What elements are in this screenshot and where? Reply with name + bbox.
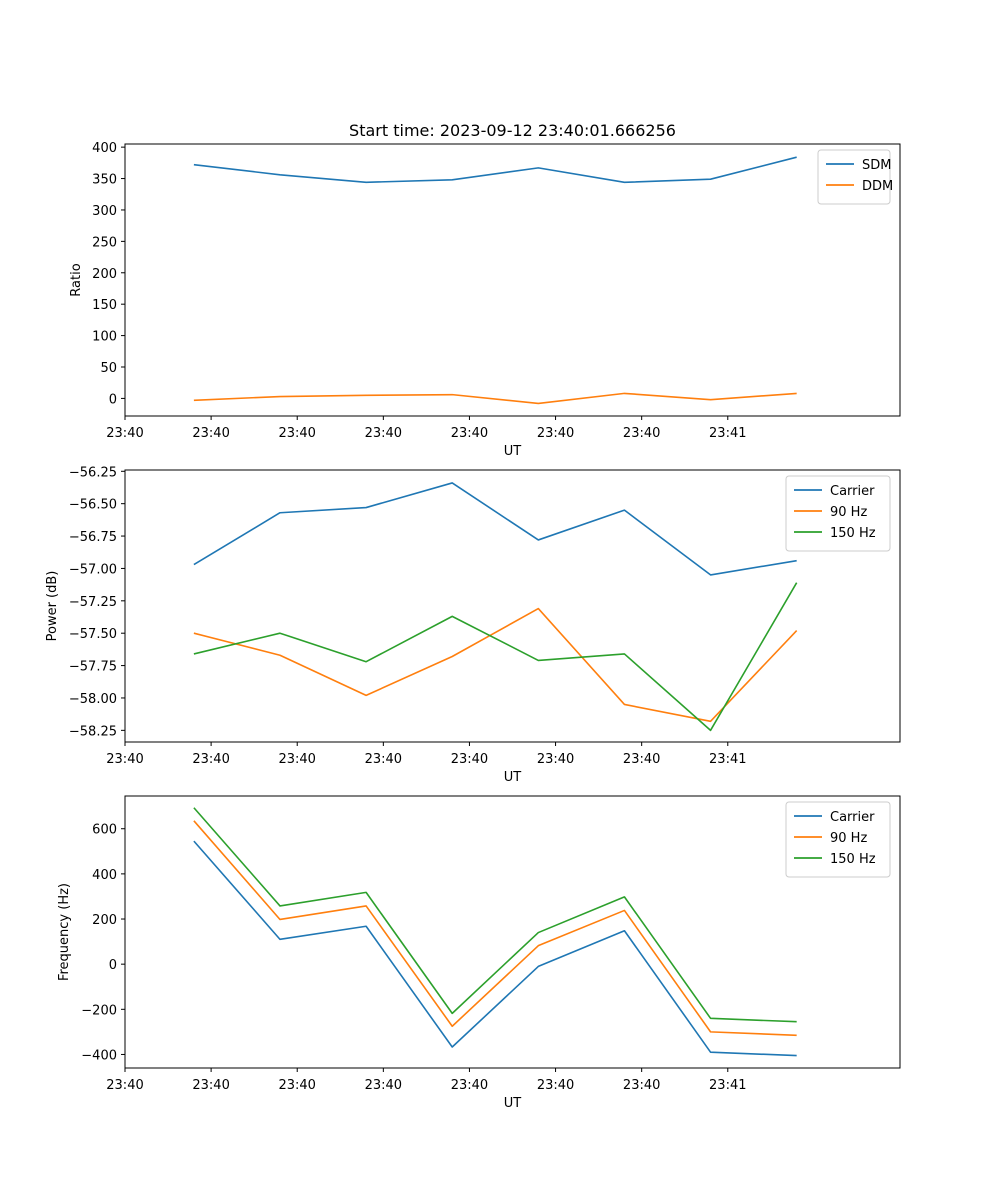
subplot-ratio: 23:40 23:40 23:40 23:40 23:40 23:40 23:40 23:41… bbox=[69, 141, 901, 459]
x-tick-label: 23:40 bbox=[451, 752, 488, 767]
y-tick-label: −57.00 bbox=[69, 562, 117, 577]
y-tick-label: 0 bbox=[109, 392, 117, 407]
y-tick-label: 100 bbox=[92, 330, 117, 345]
y-tick-label: 250 bbox=[92, 235, 117, 250]
x-tick-label: 23:40 bbox=[365, 752, 402, 767]
x-axis-label: UT bbox=[504, 1096, 522, 1111]
y-axis-label: Ratio bbox=[69, 263, 84, 296]
x-tick-label: 23:40 bbox=[192, 1078, 229, 1093]
y-tick-label: −57.25 bbox=[69, 595, 117, 610]
y-tick-label: −57.50 bbox=[69, 627, 117, 642]
y-tick-label: −200 bbox=[81, 1003, 117, 1018]
legend-entry: Carrier bbox=[830, 810, 875, 825]
x-tick-label: 23:40 bbox=[278, 752, 315, 767]
x-tick-label: 23:41 bbox=[709, 752, 746, 767]
legend-entry: SDM bbox=[862, 158, 891, 173]
y-tick-label: 400 bbox=[92, 141, 117, 156]
subplot-frequency: 23:40 23:40 23:40 23:40 23:40 23:40 23:40 23:41… bbox=[57, 795, 901, 1111]
y-tick-label: −56.25 bbox=[69, 465, 117, 480]
series-line-ddm bbox=[193, 392, 797, 405]
x-tick-label: 23:41 bbox=[709, 426, 746, 441]
x-tick-label: 23:40 bbox=[623, 1078, 660, 1093]
x-tick-label: 23:40 bbox=[451, 1078, 488, 1093]
y-tick-label: 350 bbox=[92, 173, 117, 188]
axes-frame bbox=[124, 469, 901, 743]
y-axis-label: Power (dB) bbox=[45, 571, 60, 642]
legend-entry: Carrier bbox=[830, 484, 875, 499]
legend-entry: DDM bbox=[862, 179, 893, 194]
figure-title: Start time: 2023-09-12 23:40:01.666256 bbox=[349, 121, 676, 140]
legend-entry: 90 Hz bbox=[830, 831, 867, 846]
x-tick-label: 23:41 bbox=[709, 1078, 746, 1093]
y-tick-label: 0 bbox=[109, 958, 117, 973]
y-tick-label: 300 bbox=[92, 204, 117, 219]
y-tick-label: −400 bbox=[81, 1048, 117, 1063]
x-tick-label: 23:40 bbox=[365, 426, 402, 441]
y-tick-label: 50 bbox=[100, 361, 117, 376]
x-tick-label: 23:40 bbox=[537, 1078, 574, 1093]
subplot-power: 23:40 23:40 23:40 23:40 23:40 23:40 23:40 23:41… bbox=[45, 465, 901, 785]
legend: Carrier 90 Hz 150 Hz bbox=[785, 475, 891, 552]
x-tick-label: 23:40 bbox=[623, 426, 660, 441]
x-tick-label: 23:40 bbox=[192, 752, 229, 767]
series-line-150-hz bbox=[193, 582, 798, 732]
legend-entry: 150 Hz bbox=[830, 852, 876, 867]
x-tick-label: 23:40 bbox=[106, 426, 143, 441]
x-tick-label: 23:40 bbox=[451, 426, 488, 441]
series-line-carrier bbox=[193, 840, 797, 1057]
axes-frame bbox=[124, 143, 901, 417]
series-line-90-hz bbox=[193, 607, 798, 723]
series-line-90-hz bbox=[193, 820, 797, 1037]
legend: SDM DDM bbox=[817, 149, 893, 205]
y-tick-label: −58.00 bbox=[69, 692, 117, 707]
legend-entry: 150 Hz bbox=[830, 526, 876, 541]
x-axis-label: UT bbox=[504, 444, 522, 459]
legend-entry: 90 Hz bbox=[830, 505, 867, 520]
y-axis-label: Frequency (Hz) bbox=[57, 883, 72, 981]
y-tick-label: 200 bbox=[92, 267, 117, 282]
legend: Carrier 90 Hz 150 Hz bbox=[785, 801, 891, 878]
series-line-150-hz bbox=[193, 807, 797, 1023]
y-tick-label: 600 bbox=[92, 823, 117, 838]
y-tick-label: 400 bbox=[92, 868, 117, 883]
x-tick-label: 23:40 bbox=[278, 1078, 315, 1093]
y-tick-label: −56.50 bbox=[69, 498, 117, 513]
x-tick-label: 23:40 bbox=[192, 426, 229, 441]
x-tick-label: 23:40 bbox=[106, 752, 143, 767]
y-tick-label: −57.75 bbox=[69, 660, 117, 675]
x-axis-label: UT bbox=[504, 770, 522, 785]
x-tick-label: 23:40 bbox=[623, 752, 660, 767]
axes-frame bbox=[124, 795, 901, 1069]
y-tick-label: 200 bbox=[92, 913, 117, 928]
x-tick-label: 23:40 bbox=[278, 426, 315, 441]
series-line-sdm bbox=[193, 156, 797, 184]
x-tick-label: 23:40 bbox=[365, 1078, 402, 1093]
y-tick-label: 150 bbox=[92, 298, 117, 313]
x-tick-label: 23:40 bbox=[106, 1078, 143, 1093]
y-tick-label: −58.25 bbox=[69, 724, 117, 739]
y-tick-label: −56.75 bbox=[69, 530, 117, 545]
x-tick-label: 23:40 bbox=[537, 426, 574, 441]
x-tick-label: 23:40 bbox=[537, 752, 574, 767]
series-line-carrier bbox=[193, 482, 797, 576]
